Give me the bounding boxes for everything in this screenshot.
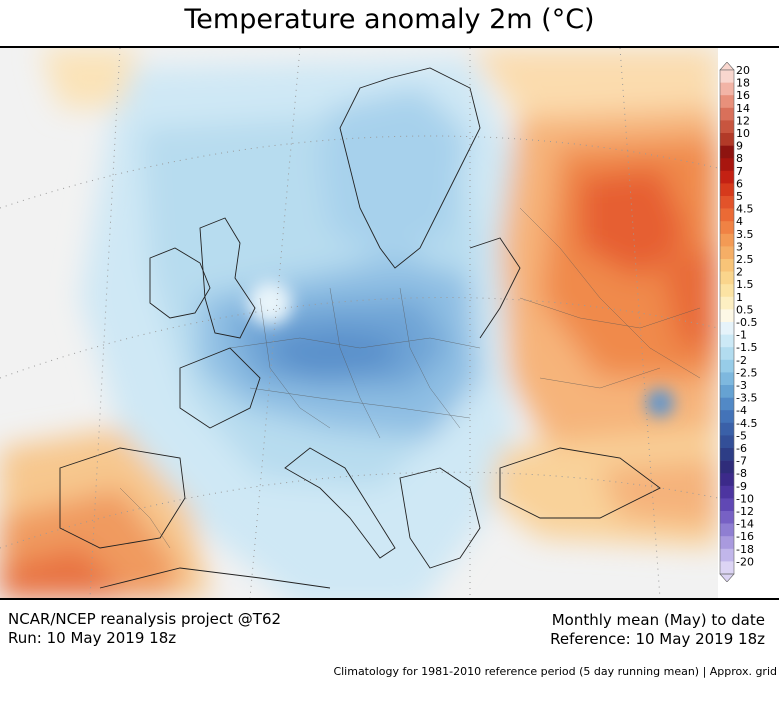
colorbar-tick-label: 3.5 bbox=[736, 228, 754, 241]
footer-reference: Reference: 10 May 2019 18z bbox=[550, 630, 765, 648]
chart-title: Temperature anomaly 2m (°C) bbox=[184, 4, 595, 35]
colorbar-swatch bbox=[720, 183, 734, 197]
colorbar-swatch bbox=[720, 296, 734, 310]
colorbar-tick-label: -4.5 bbox=[736, 417, 757, 430]
colorbar-tick-label: -5 bbox=[736, 429, 747, 442]
footer-left: NCAR/NCEP reanalysis project @T62 Run: 1… bbox=[8, 610, 281, 648]
colorbar-tick-label: -20 bbox=[736, 555, 754, 568]
bottom-frame-line bbox=[0, 598, 779, 600]
colorbar-swatch bbox=[720, 359, 734, 373]
colorbar-tick-label: 0.5 bbox=[736, 303, 754, 316]
colorbar-tick-label: -16 bbox=[736, 530, 754, 543]
colorbar-tick-label: 6 bbox=[736, 177, 743, 190]
colorbar-tick-label: 18 bbox=[736, 77, 750, 90]
colorbar-swatch bbox=[720, 95, 734, 109]
colorbar-tick-label: 1 bbox=[736, 291, 743, 304]
footer-run: Run: 10 May 2019 18z bbox=[8, 629, 177, 647]
colorbar-tick-label: 12 bbox=[736, 114, 750, 127]
colorbar-tick-label: 2.5 bbox=[736, 253, 754, 266]
colorbar-tick-label: -1.5 bbox=[736, 341, 757, 354]
colorbar-swatch bbox=[720, 259, 734, 272]
colorbar-tick-label: -7 bbox=[736, 455, 747, 468]
top-frame-line bbox=[0, 46, 779, 48]
colorbar-swatch bbox=[720, 536, 734, 550]
colorbar-legend: 201816141210987654.543.532.521.510.5-0.5… bbox=[719, 62, 757, 582]
colorbar-tick-label: -3.5 bbox=[736, 392, 757, 405]
colorbar-tick-label: -14 bbox=[736, 518, 754, 531]
colorbar-tick-label: -9 bbox=[736, 480, 747, 493]
colorbar-swatch bbox=[720, 70, 734, 83]
colorbar-swatch bbox=[720, 511, 734, 524]
colorbar-swatch bbox=[720, 498, 734, 512]
colorbar-tick-label: 2 bbox=[736, 266, 743, 279]
colorbar-tick-label: -0.5 bbox=[736, 316, 757, 329]
colorbar-swatch bbox=[720, 485, 734, 499]
colorbar-tick-label: -1 bbox=[736, 329, 747, 342]
colorbar-swatch bbox=[720, 221, 734, 235]
colorbar-top-arrow bbox=[719, 62, 735, 71]
graticule bbox=[0, 48, 718, 598]
colorbar-tick-label: -2 bbox=[736, 354, 747, 367]
colorbar-swatch bbox=[720, 473, 734, 487]
colorbar-swatch bbox=[720, 82, 734, 96]
colorbar-tick-label: -10 bbox=[736, 492, 754, 505]
colorbar-tick-label: -18 bbox=[736, 543, 754, 556]
colorbar-tick-label: -8 bbox=[736, 467, 747, 480]
footer-source: NCAR/NCEP reanalysis project @T62 bbox=[8, 610, 282, 628]
colorbar-swatch bbox=[720, 120, 734, 134]
anomaly-field bbox=[0, 48, 718, 598]
colorbar-tick-label: 4 bbox=[736, 215, 743, 228]
colorbar-tick-label: 8 bbox=[736, 152, 743, 165]
colorbar-swatch bbox=[720, 548, 734, 562]
colorbar-tick-label: 20 bbox=[736, 64, 750, 77]
colorbar-swatch bbox=[720, 196, 734, 209]
colorbar-swatch bbox=[720, 347, 734, 361]
colorbar-swatch bbox=[720, 284, 734, 298]
colorbar-swatch bbox=[720, 208, 734, 222]
footer-mean: Monthly mean (May) to date bbox=[551, 611, 765, 629]
colorbar-swatch bbox=[720, 271, 734, 285]
colorbar-tick-label: 4.5 bbox=[736, 203, 754, 216]
colorbar-swatch bbox=[720, 523, 734, 537]
colorbar-swatch bbox=[720, 322, 734, 335]
colorbar-swatch bbox=[720, 422, 734, 436]
colorbar-tick-label: 1.5 bbox=[736, 278, 754, 291]
footer-note: Climatology for 1981-2010 reference peri… bbox=[333, 665, 777, 678]
colorbar-swatch bbox=[720, 410, 734, 424]
colorbar-tick-label: -12 bbox=[736, 505, 754, 518]
colorbar-tick-label: -2.5 bbox=[736, 366, 757, 379]
colorbar-swatch bbox=[720, 233, 734, 247]
colorbar-swatch bbox=[720, 170, 734, 184]
colorbar-tick-label: 7 bbox=[736, 165, 743, 178]
colorbar-swatch bbox=[720, 397, 734, 411]
colorbar-swatch bbox=[720, 107, 734, 121]
colorbar-swatch bbox=[720, 448, 734, 461]
colorbar-swatch bbox=[720, 561, 734, 575]
colorbar-swatch bbox=[720, 133, 734, 146]
colorbar-swatch bbox=[720, 158, 734, 172]
colorbar-tick-label: -6 bbox=[736, 442, 747, 455]
colorbar-border bbox=[719, 69, 735, 575]
colorbar-tick-label: 5 bbox=[736, 190, 743, 203]
colorbar-swatch bbox=[720, 246, 734, 260]
anomaly-map bbox=[0, 48, 718, 598]
footer-right: Monthly mean (May) to date Reference: 10… bbox=[550, 611, 765, 649]
colorbar-swatch bbox=[720, 145, 734, 159]
colorbar-swatch bbox=[720, 435, 734, 449]
colorbar-swatch bbox=[720, 385, 734, 398]
colorbar-tick-label: 10 bbox=[736, 127, 750, 140]
colorbar-tick-label: -3 bbox=[736, 379, 747, 392]
colorbar-swatch bbox=[720, 372, 734, 386]
colorbar-tick-label: -4 bbox=[736, 404, 747, 417]
borders bbox=[119, 207, 701, 549]
colorbar-tick-label: 9 bbox=[736, 140, 743, 153]
colorbar-tick-label: 3 bbox=[736, 240, 743, 253]
colorbar-swatch bbox=[720, 334, 734, 348]
colorbar-tick-label: 14 bbox=[736, 102, 750, 115]
colorbar-swatch bbox=[720, 460, 734, 474]
colorbar-bottom-arrow bbox=[719, 573, 735, 582]
colorbar-swatch bbox=[720, 309, 734, 323]
colorbar-tick-label: 16 bbox=[736, 89, 750, 102]
coastlines bbox=[59, 67, 661, 589]
